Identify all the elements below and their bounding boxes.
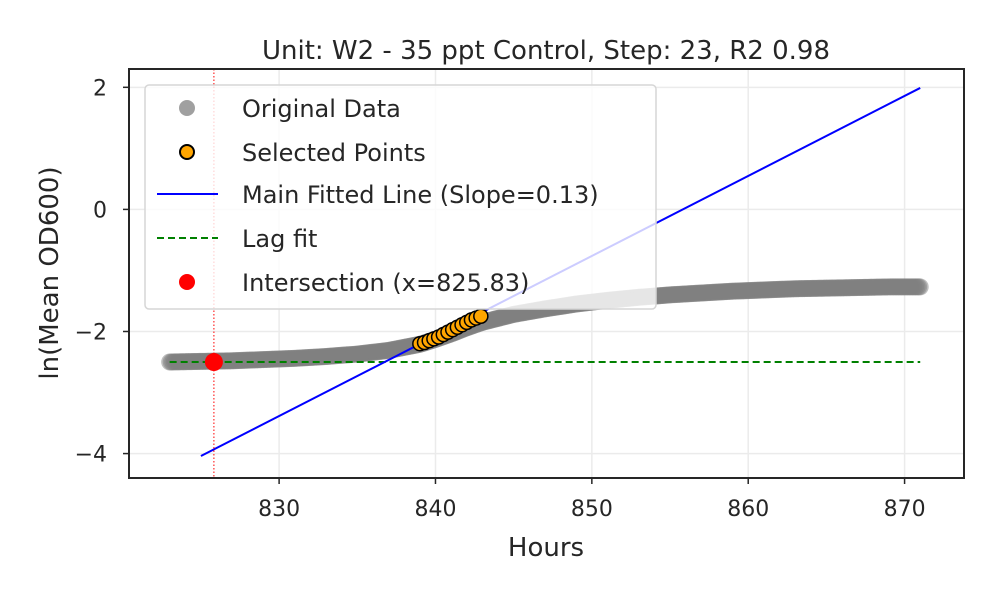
legend-label-main-fitted-line: Main Fitted Line (Slope=0.13) bbox=[242, 181, 599, 209]
intersection-point bbox=[204, 353, 223, 372]
y-tick-label: 0 bbox=[93, 198, 107, 223]
legend-marker-intersection bbox=[179, 274, 195, 290]
legend-label-original-data: Original Data bbox=[242, 95, 401, 123]
y-tick-label: −4 bbox=[75, 443, 107, 468]
x-tick-label: 860 bbox=[727, 497, 769, 522]
legend-marker-selected-points bbox=[179, 144, 195, 160]
ticks-layer: 830 840 850 860 870 −4 −2 0 2 bbox=[75, 76, 926, 522]
x-axis-label: Hours bbox=[508, 533, 584, 563]
x-tick-label: 840 bbox=[414, 497, 456, 522]
original-data-point bbox=[911, 278, 929, 296]
legend-marker-original-data bbox=[179, 100, 195, 116]
selected-point bbox=[473, 308, 489, 324]
legend-label-lag-fit: Lag fit bbox=[242, 225, 317, 253]
plot-frame bbox=[128, 68, 965, 479]
legend-label-selected-points: Selected Points bbox=[242, 139, 426, 167]
chart-title: Unit: W2 - 35 ppt Control, Step: 23, R2 … bbox=[262, 36, 830, 66]
legend: Original Data Selected Points Main Fitte… bbox=[144, 84, 657, 310]
y-tick-label: 2 bbox=[93, 76, 107, 101]
x-tick-label: 870 bbox=[884, 497, 926, 522]
selected-points-series bbox=[412, 308, 489, 352]
legend-box bbox=[144, 84, 657, 310]
y-axis-label: ln(Mean OD600) bbox=[35, 166, 65, 379]
y-tick-label: −2 bbox=[75, 320, 107, 345]
legend-label-intersection: Intersection (x=825.83) bbox=[242, 269, 529, 297]
x-tick-label: 830 bbox=[258, 497, 300, 522]
x-tick-label: 850 bbox=[571, 497, 613, 522]
